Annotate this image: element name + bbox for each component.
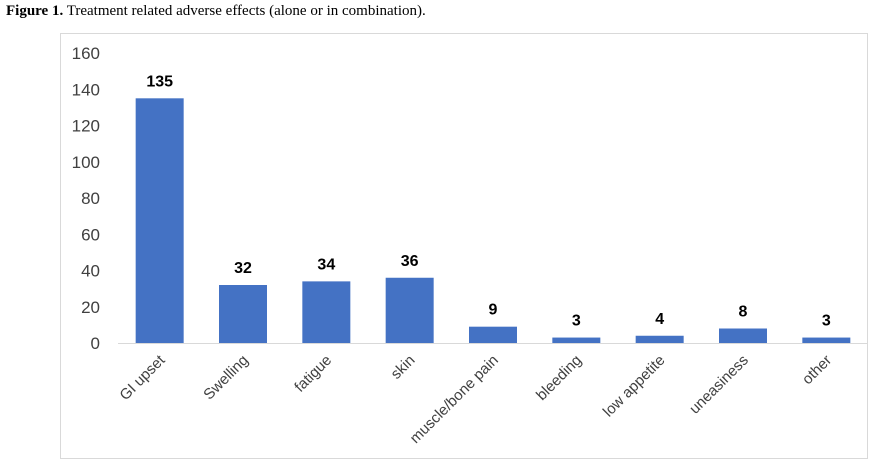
bar-value-label: 3 xyxy=(572,313,581,330)
chart-frame xyxy=(60,33,868,459)
bar-value-label: 135 xyxy=(146,73,173,90)
x-tick-label: fatigue xyxy=(291,352,335,396)
bar xyxy=(135,98,184,343)
bar xyxy=(635,335,684,343)
bar-value-label: 9 xyxy=(489,302,498,319)
y-tick-label: 60 xyxy=(81,225,100,244)
x-tick-label: skin xyxy=(388,352,419,383)
y-tick-label: 160 xyxy=(72,44,100,63)
bar-value-label: 32 xyxy=(234,260,252,277)
figure-caption: Figure 1. Treatment related adverse effe… xyxy=(6,3,426,20)
bar xyxy=(219,285,267,343)
bar xyxy=(302,281,351,343)
bar-value-label: 34 xyxy=(317,256,335,273)
x-tick-label: uneasiness xyxy=(686,352,752,418)
y-tick-label: 0 xyxy=(91,334,100,353)
bar-value-label: 8 xyxy=(739,304,748,321)
x-tick-label: muscle/bone pain xyxy=(407,352,502,447)
figure-label: Figure 1. xyxy=(6,3,64,19)
y-tick-label: 140 xyxy=(72,80,100,99)
x-tick-label: bleeding xyxy=(533,352,585,404)
x-tick-label: other xyxy=(799,352,835,388)
bar-value-label: 36 xyxy=(401,253,419,270)
x-tick-label: Swelling xyxy=(200,352,252,404)
bar xyxy=(552,337,601,343)
bar-value-label: 3 xyxy=(822,313,831,330)
bar xyxy=(385,277,434,343)
y-tick-label: 100 xyxy=(72,153,100,172)
y-tick-label: 20 xyxy=(81,298,100,317)
bars xyxy=(135,98,851,343)
x-tick-label: GI upset xyxy=(116,351,169,404)
y-tick-label: 40 xyxy=(81,262,100,281)
y-axis-ticks: 0 20 40 60 80 100 120 140 160 xyxy=(72,44,100,353)
y-tick-label: 120 xyxy=(72,117,100,136)
bar xyxy=(469,326,517,343)
bar xyxy=(802,337,851,343)
bar xyxy=(719,328,767,343)
figure-caption-text: Treatment related adverse effects (alone… xyxy=(66,3,426,19)
x-tick-label: low appetite xyxy=(600,352,669,421)
y-tick-label: 80 xyxy=(81,189,100,208)
bar-value-label: 4 xyxy=(655,311,664,328)
